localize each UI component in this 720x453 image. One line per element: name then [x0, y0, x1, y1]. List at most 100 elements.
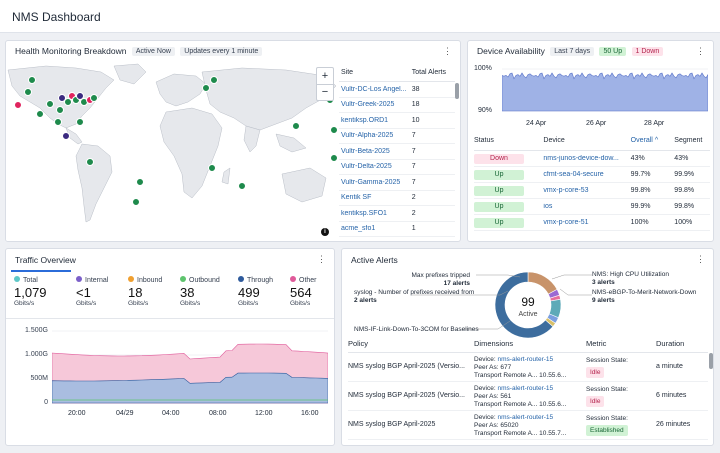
site-alert-count: 18: [411, 101, 420, 109]
avail-x-label-0: 24 Apr: [526, 120, 547, 127]
zoom-in-button[interactable]: +: [317, 68, 333, 85]
donut-callout-lines: [412, 274, 592, 330]
traffic-x-0: 20:00: [68, 410, 86, 417]
device-row[interactable]: Up cfmt-sea-04-secure 99.7% 99.9%: [474, 167, 710, 183]
site-row[interactable]: kentiksp.ORD1 10: [339, 113, 455, 129]
device-menu-icon[interactable]: [696, 46, 704, 57]
callout-4-text: NMS-eBGP-To-Merit-Network-Down: [592, 289, 697, 296]
alert-policy: NMS syslog BGP April-2025: [348, 421, 436, 428]
legend-dot-icon: [76, 276, 82, 282]
dim-device-value[interactable]: nms-alert-router-15: [497, 414, 554, 421]
device-row[interactable]: Up ios 99.9% 99.8%: [474, 199, 710, 215]
health-menu-icon[interactable]: [443, 46, 451, 57]
site-row[interactable]: Vultr-DC-Los Angel... 38: [339, 82, 455, 98]
site-name[interactable]: Vultr-Beta-2025: [341, 147, 390, 155]
dim-device-label: Device:: [474, 414, 496, 421]
dim-peer-label: Peer As:: [474, 422, 499, 429]
dim-peer-value: 65020: [500, 422, 519, 429]
map-info-icon[interactable]: i: [321, 228, 329, 236]
callout-0-text: Max prefixes tripped: [411, 272, 470, 279]
site-row[interactable]: Vultr-Alpha-2025 7: [339, 129, 455, 144]
site-row[interactable]: Kentik SF 2: [339, 191, 455, 206]
site-row[interactable]: Vultr-Delta-2025 7: [339, 160, 455, 175]
col-duration[interactable]: Duration: [656, 339, 685, 348]
health-monitoring-panel: Health Monitoring Breakdown Active Now U…: [5, 40, 461, 242]
col-segment[interactable]: Segment: [674, 137, 703, 144]
metric-inbound[interactable]: Inbound 18 Gbits/s: [128, 276, 180, 307]
site-name[interactable]: Kentik SF: [341, 194, 372, 202]
callout-0-count: 17 alerts: [443, 280, 470, 287]
site-table-scrollbar[interactable]: [455, 83, 459, 99]
up-count-badge: 50 Up: [599, 47, 627, 56]
device-name[interactable]: vmx-p-core-53: [543, 187, 589, 194]
device-name[interactable]: nms-junos-device-dow...: [543, 155, 619, 162]
site-row[interactable]: Vultr-Gamma-2025 7: [339, 175, 455, 191]
traffic-menu-icon[interactable]: [317, 254, 325, 265]
metric-through[interactable]: Through 499 Gbits/s: [238, 276, 290, 307]
device-row[interactable]: Down nms-junos-device-dow... 43% 43%: [474, 151, 710, 167]
site-name[interactable]: Vultr-Alpha-2025: [341, 132, 394, 140]
col-policy[interactable]: Policy: [348, 339, 369, 348]
col-total-alerts[interactable]: Total Alerts: [411, 69, 447, 76]
site-alert-count: 1: [411, 225, 416, 233]
alert-dimensions: Device: nms-alert-router-15 Peer As: 6502…: [474, 414, 586, 439]
callout-syslog-prefixes: syslog - Number of prefixes received fro…: [354, 289, 474, 305]
legend-dot-icon: [128, 276, 134, 282]
alert-row[interactable]: NMS syslog BGP April-2025 Device: nms-ale…: [348, 411, 708, 440]
status-badge: Up: [474, 169, 524, 180]
dim-device-label: Device:: [474, 385, 496, 392]
col-device[interactable]: Device: [543, 137, 565, 144]
site-name[interactable]: kentiksp.SFO1: [341, 209, 387, 217]
metric-session-label: Session State:: [586, 415, 628, 422]
alert-policy: NMS syslog BGP April-2025 (Versio...: [348, 363, 465, 370]
metric-internal[interactable]: Internal <1 Gbits/s: [76, 276, 128, 307]
zoom-out-button[interactable]: −: [321, 86, 329, 98]
dim-device-value[interactable]: nms-alert-router-15: [497, 356, 554, 363]
site-name[interactable]: Vultr-Gamma-2025: [341, 178, 401, 186]
callout-max-prefixes: Max prefixes tripped 17 alerts: [411, 272, 470, 288]
sort-asc-icon: ^: [654, 137, 659, 144]
traffic-chart[interactable]: [52, 329, 328, 407]
col-site[interactable]: Site: [341, 69, 354, 76]
col-dimensions[interactable]: Dimensions: [474, 339, 514, 348]
device-name[interactable]: ios: [543, 203, 553, 210]
world-map[interactable]: [6, 62, 338, 242]
site-row[interactable]: Vultr-Greek-2025 18: [339, 98, 455, 113]
metric-other[interactable]: Other 564 Gbits/s: [290, 276, 334, 307]
device-name[interactable]: vmx-p-core-51: [543, 219, 589, 226]
site-name[interactable]: Vultr-Greek-2025: [341, 101, 395, 109]
site-name[interactable]: Vultr-Delta-2025: [341, 163, 392, 171]
alert-row[interactable]: NMS syslog BGP April-2025 (Versio... Devi…: [348, 382, 708, 411]
device-row[interactable]: Up vmx-p-core-53 99.8% 99.8%: [474, 183, 710, 199]
site-name[interactable]: acme_sfo1: [341, 225, 376, 233]
traffic-y-3: 0: [44, 399, 48, 406]
site-row[interactable]: Vultr-Beta-2025 7: [339, 144, 455, 160]
callout-link-down: NMS-IF-Link-Down-To-3COM for Baselines: [354, 326, 479, 334]
dim-peer: Peer As: 677: [474, 364, 586, 372]
dim-transport: Transport Remote A... 10.55.6...: [474, 372, 586, 380]
metric-unit: Gbits/s: [180, 300, 201, 307]
col-overall[interactable]: Overall ^: [631, 137, 675, 150]
dim-device-value[interactable]: nms-alert-router-15: [497, 385, 554, 392]
col-status[interactable]: Status: [474, 137, 494, 144]
site-name[interactable]: Vultr-DC-Los Angel...: [341, 85, 407, 93]
metric-outbound[interactable]: Outbound 38 Gbits/s: [180, 276, 238, 307]
col-metric[interactable]: Metric: [586, 339, 607, 348]
metric-name: Internal: [85, 277, 109, 284]
device-name[interactable]: cfmt-sea-04-secure: [543, 171, 604, 178]
metric-value: 18: [128, 285, 143, 300]
device-title: Device Availability: [477, 46, 545, 56]
segment-value: 99.8%: [674, 203, 695, 210]
site-row[interactable]: acme_sfo1 1: [339, 222, 455, 237]
segment-value: 43%: [674, 155, 689, 162]
metric-label: Total: [14, 276, 76, 284]
segment-value: 99.8%: [674, 187, 695, 194]
alerts-table-scrollbar[interactable]: [709, 353, 713, 369]
metric-total[interactable]: Total 1,079 Gbits/s: [14, 276, 76, 307]
site-row[interactable]: kentiksp.SFO1 2: [339, 206, 455, 222]
alert-row[interactable]: NMS syslog BGP April-2025 (Versio... Devi…: [348, 353, 708, 382]
metric-label: Outbound: [180, 276, 238, 284]
device-row[interactable]: Up vmx-p-core-51 100% 100%: [474, 215, 710, 231]
site-name[interactable]: kentiksp.ORD1: [341, 116, 389, 124]
availability-chart[interactable]: [502, 65, 708, 117]
